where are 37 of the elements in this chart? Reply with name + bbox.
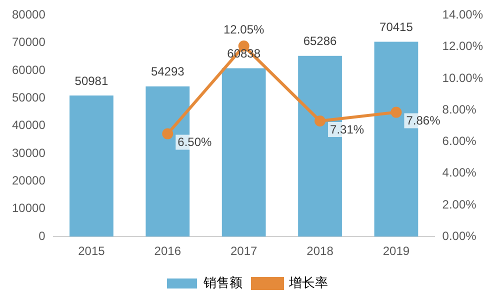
legend-label: 销售额 bbox=[202, 275, 242, 290]
y-tick-label: 20000 bbox=[12, 174, 46, 188]
point bbox=[314, 116, 326, 126]
x-tick-label: 2017 bbox=[230, 244, 258, 258]
data-label: 65286 bbox=[303, 34, 338, 48]
x-tick-label: 2019 bbox=[382, 244, 410, 258]
legend-label: 增长率 bbox=[288, 275, 328, 290]
y2-tick-label: 14.00% bbox=[442, 8, 484, 22]
y-tick-label: 80000 bbox=[12, 8, 46, 22]
point bbox=[162, 128, 174, 140]
y2-tick-label: 2.00% bbox=[442, 197, 477, 212]
y2-tick-label: 0.00% bbox=[442, 228, 477, 243]
data-label: 7.86% bbox=[406, 114, 441, 128]
y-tick-label: 30000 bbox=[12, 146, 46, 160]
bar bbox=[222, 68, 266, 237]
y2-tick-label: 10.00% bbox=[442, 70, 484, 85]
y-tick-label: 40000 bbox=[12, 118, 46, 132]
y-tick-label: 0 bbox=[38, 228, 46, 243]
x-tick-label: 2015 bbox=[78, 244, 106, 258]
point bbox=[390, 106, 402, 118]
y2-tick-label: 8.00% bbox=[442, 102, 477, 116]
data-label: 70415 bbox=[380, 20, 414, 34]
data-label: 6.50% bbox=[178, 135, 212, 150]
y2-tick-label: 12.00% bbox=[442, 39, 484, 54]
x-tick-label: 2018 bbox=[306, 244, 334, 258]
data-label: 54293 bbox=[150, 64, 185, 79]
y-tick-label: 50000 bbox=[12, 90, 46, 105]
data-label: 7.31% bbox=[330, 122, 364, 136]
bar bbox=[70, 96, 114, 237]
x-tick-label: 2016 bbox=[154, 244, 182, 258]
data-label: 50981 bbox=[74, 74, 108, 88]
y-tick-label: 60000 bbox=[12, 62, 46, 77]
y2-tick-label: 6.00% bbox=[442, 134, 477, 148]
y-tick-label: 70000 bbox=[12, 35, 46, 50]
y-tick-label: 10000 bbox=[12, 201, 46, 216]
data-label: 12.05% bbox=[223, 22, 265, 36]
y2-tick-label: 4.00% bbox=[442, 166, 477, 180]
